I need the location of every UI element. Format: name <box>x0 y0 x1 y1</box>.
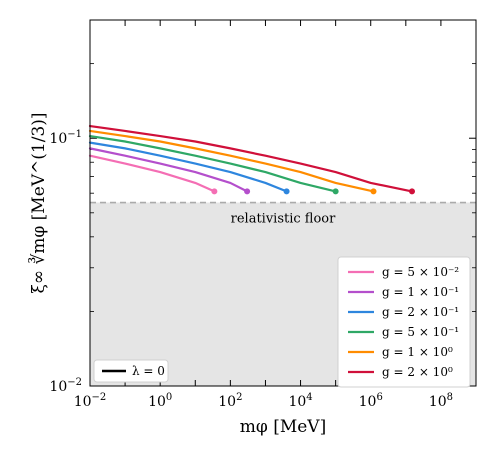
x-tick-label: 100 <box>148 392 172 410</box>
y-tick-label: 10−2 <box>49 377 82 395</box>
series-endpoint <box>244 188 251 195</box>
x-tick-label: 104 <box>288 392 312 410</box>
series-endpoint <box>370 188 377 195</box>
series-line <box>88 124 414 193</box>
series-endpoint <box>408 188 415 195</box>
x-tick-label: 106 <box>359 392 383 410</box>
legend-label: g = 2 × 10⁻¹ <box>382 305 459 319</box>
legend-box <box>337 256 471 388</box>
series-line <box>88 141 288 193</box>
legend-layer: g = 5 × 10⁻² g = 1 × 10⁻¹ g = 2 × 10⁻¹ g = … <box>93 256 471 388</box>
plot-frame <box>89 19 477 387</box>
legend-label: g = 5 × 10⁻² <box>382 265 459 279</box>
x-tick-label: 108 <box>429 392 453 410</box>
series-line <box>88 147 249 193</box>
legend-label: g = 1 × 10⁰ <box>382 345 453 359</box>
legend-label: g = 5 × 10⁻¹ <box>382 325 459 339</box>
x-axis-label: mφ [MeV] <box>240 417 326 437</box>
x-tick-label: 102 <box>218 392 242 410</box>
y-axis-label: ξ∞ ∛mφ [MeV^(1/3)] <box>28 112 49 293</box>
series-endpoint <box>332 188 339 195</box>
series-endpoint <box>211 188 218 195</box>
legend-box-lambda <box>93 359 169 383</box>
legend-label: g = 1 × 10⁻¹ <box>382 285 459 299</box>
labels-layer: 10−2 100 102 104 106 108 10−2 10−1 mφ [MeV] ξ∞ ∛m… <box>28 112 453 437</box>
y-tick-label: 10−1 <box>49 129 82 147</box>
series-line <box>88 129 375 193</box>
series-layer <box>88 124 415 195</box>
x-tick-label: 10−2 <box>74 392 107 410</box>
legend-label-lambda: λ = 0 <box>132 364 165 378</box>
series-line <box>88 134 337 193</box>
legend-label: g = 2 × 10⁰ <box>382 365 453 379</box>
series-endpoint <box>283 188 290 195</box>
series-line <box>88 154 216 193</box>
floor-label: relativistic floor <box>231 212 336 227</box>
